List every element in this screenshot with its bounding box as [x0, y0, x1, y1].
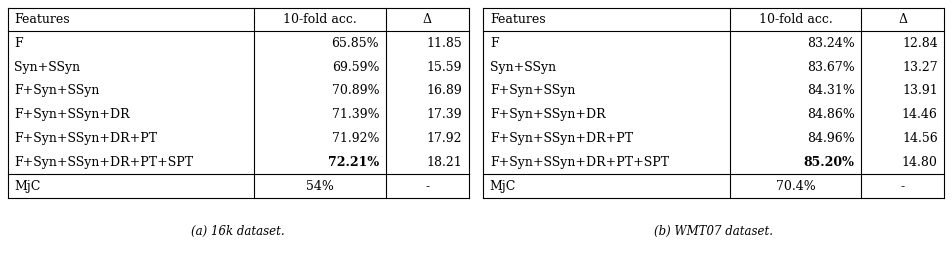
- Text: F+Syn+SSyn+DR+PT+SPT: F+Syn+SSyn+DR+PT+SPT: [489, 156, 669, 169]
- Text: (b) WMT07 dataset.: (b) WMT07 dataset.: [654, 225, 773, 238]
- Text: 14.46: 14.46: [902, 108, 938, 121]
- Text: 13.27: 13.27: [902, 61, 938, 74]
- Text: 71.39%: 71.39%: [331, 108, 379, 121]
- Text: Features: Features: [489, 13, 545, 26]
- Text: 84.86%: 84.86%: [807, 108, 855, 121]
- Text: 14.56: 14.56: [902, 132, 938, 145]
- Text: -: -: [426, 180, 429, 193]
- Text: 11.85: 11.85: [426, 37, 463, 50]
- Text: F+Syn+SSyn+DR+PT+SPT: F+Syn+SSyn+DR+PT+SPT: [14, 156, 193, 169]
- Text: 14.80: 14.80: [902, 156, 938, 169]
- Text: Δ: Δ: [423, 13, 432, 26]
- Text: 85.20%: 85.20%: [803, 156, 855, 169]
- Text: MjC: MjC: [14, 180, 41, 193]
- Text: 13.91: 13.91: [902, 85, 938, 98]
- Text: 54%: 54%: [307, 180, 334, 193]
- Text: Features: Features: [14, 13, 69, 26]
- Text: F+Syn+SSyn+DR: F+Syn+SSyn+DR: [489, 108, 605, 121]
- Text: F: F: [489, 37, 499, 50]
- Text: 83.67%: 83.67%: [807, 61, 855, 74]
- Text: F+Syn+SSyn: F+Syn+SSyn: [14, 85, 100, 98]
- Text: MjC: MjC: [489, 180, 516, 193]
- Text: 84.96%: 84.96%: [807, 132, 855, 145]
- Text: 70.89%: 70.89%: [331, 85, 379, 98]
- Text: F+Syn+SSyn+DR+PT: F+Syn+SSyn+DR+PT: [14, 132, 157, 145]
- Text: F: F: [14, 37, 23, 50]
- Text: 12.84: 12.84: [902, 37, 938, 50]
- Text: 83.24%: 83.24%: [807, 37, 855, 50]
- Text: (a) 16k dataset.: (a) 16k dataset.: [191, 225, 285, 238]
- Text: 72.21%: 72.21%: [328, 156, 379, 169]
- Text: 70.4%: 70.4%: [776, 180, 816, 193]
- Text: 65.85%: 65.85%: [331, 37, 379, 50]
- Text: Δ: Δ: [899, 13, 907, 26]
- Text: 10-fold acc.: 10-fold acc.: [759, 13, 832, 26]
- Text: 84.31%: 84.31%: [807, 85, 855, 98]
- Text: Syn+SSyn: Syn+SSyn: [489, 61, 556, 74]
- Text: 16.89: 16.89: [426, 85, 463, 98]
- Text: 10-fold acc.: 10-fold acc.: [284, 13, 357, 26]
- Text: 69.59%: 69.59%: [331, 61, 379, 74]
- Text: 17.92: 17.92: [426, 132, 463, 145]
- Text: F+Syn+SSyn+DR+PT: F+Syn+SSyn+DR+PT: [489, 132, 633, 145]
- Text: F+Syn+SSyn+DR: F+Syn+SSyn+DR: [14, 108, 129, 121]
- Text: 18.21: 18.21: [426, 156, 463, 169]
- Text: 17.39: 17.39: [426, 108, 463, 121]
- Text: 15.59: 15.59: [426, 61, 463, 74]
- Text: Syn+SSyn: Syn+SSyn: [14, 61, 80, 74]
- Text: F+Syn+SSyn: F+Syn+SSyn: [489, 85, 575, 98]
- Text: 71.92%: 71.92%: [331, 132, 379, 145]
- Text: -: -: [901, 180, 905, 193]
